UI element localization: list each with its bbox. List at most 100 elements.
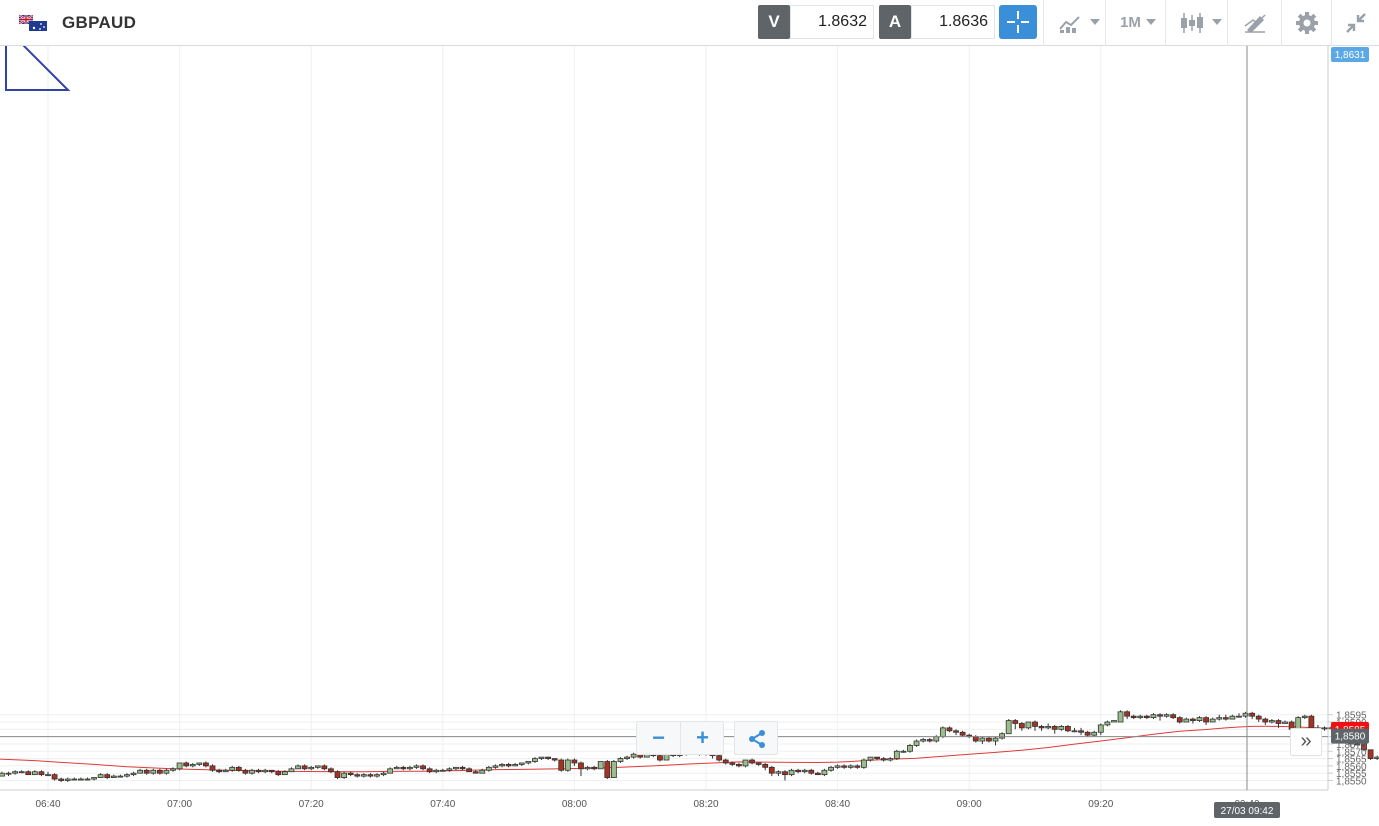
timeframe-menu[interactable]: 1M bbox=[1105, 0, 1165, 46]
candle-down bbox=[1308, 714, 1315, 730]
candles-layer bbox=[0, 710, 1379, 782]
drawing-tools-icon bbox=[1244, 14, 1266, 33]
candle-down bbox=[551, 758, 558, 762]
candle-body bbox=[130, 772, 137, 776]
candle-up bbox=[979, 736, 986, 744]
settings-icon bbox=[1296, 12, 1318, 34]
candle-body bbox=[900, 750, 907, 753]
timeframe-label: 1M bbox=[1120, 14, 1141, 31]
candle-up bbox=[1282, 720, 1288, 724]
crosshair-button[interactable] bbox=[999, 5, 1037, 39]
candle-body bbox=[505, 764, 512, 767]
candle-body bbox=[38, 771, 45, 776]
candle-down bbox=[722, 758, 729, 765]
candle-body bbox=[1196, 717, 1203, 721]
candle-body bbox=[209, 765, 216, 771]
candle-body bbox=[301, 765, 308, 770]
candle-body bbox=[1143, 715, 1150, 719]
candle-body bbox=[775, 771, 782, 774]
candle-style-menu[interactable] bbox=[1165, 0, 1227, 46]
candle-up bbox=[5, 771, 12, 777]
price-chart[interactable]: 1,85501,85551,85601,85651,85701,85751,85… bbox=[0, 46, 1379, 826]
candle-down bbox=[1143, 714, 1150, 720]
candle-body bbox=[986, 737, 992, 742]
crosshair-price-tag: 1,8580 bbox=[1331, 728, 1369, 744]
candle-up bbox=[45, 771, 51, 777]
ask-price[interactable]: 1.8636 bbox=[911, 5, 995, 39]
candle-body bbox=[1097, 724, 1104, 733]
candle-up bbox=[84, 777, 91, 781]
zoom-out-button[interactable]: − bbox=[637, 722, 681, 754]
candle-body bbox=[393, 766, 400, 770]
candle-up bbox=[485, 765, 492, 772]
candle-down bbox=[334, 770, 341, 780]
drawing-tools-button[interactable] bbox=[1227, 0, 1281, 46]
candle-body bbox=[1058, 726, 1065, 730]
candle-body bbox=[926, 739, 933, 742]
candle-up bbox=[308, 765, 315, 771]
candle-up bbox=[453, 766, 459, 771]
candle-body bbox=[0, 772, 5, 777]
candle-up bbox=[262, 768, 269, 774]
top-price-tag-bg bbox=[1331, 47, 1369, 62]
candle-body bbox=[1262, 718, 1269, 723]
candle-up bbox=[788, 768, 795, 777]
share-button[interactable] bbox=[734, 721, 778, 755]
candle-up bbox=[12, 770, 19, 775]
candle-body bbox=[485, 766, 492, 771]
candle-down bbox=[814, 771, 821, 776]
y-tick-label: 1,8550 bbox=[1336, 777, 1367, 788]
candle-up bbox=[222, 768, 229, 773]
candle-up bbox=[150, 768, 157, 775]
y-tick-label: 1,8555 bbox=[1336, 769, 1367, 780]
candle-body bbox=[867, 756, 874, 761]
candle-body bbox=[558, 759, 565, 771]
candle-body bbox=[229, 766, 236, 771]
candle-body bbox=[51, 774, 58, 780]
candle-down bbox=[1157, 713, 1163, 721]
candle-body bbox=[907, 745, 913, 752]
candle-body bbox=[137, 769, 144, 774]
candle-up bbox=[801, 768, 808, 774]
candle-body bbox=[196, 762, 203, 765]
scroll-to-latest-button[interactable]: » bbox=[1290, 728, 1322, 756]
y-tick-label: 1,8565 bbox=[1336, 755, 1367, 766]
bid-price[interactable]: 1.8632 bbox=[790, 5, 874, 39]
candle-body bbox=[953, 730, 959, 733]
candle-body bbox=[1032, 721, 1038, 727]
candle-body bbox=[762, 764, 769, 768]
candle-down bbox=[1190, 717, 1196, 724]
candle-down bbox=[946, 726, 953, 733]
candle-body bbox=[782, 771, 788, 776]
candle-body bbox=[584, 766, 591, 770]
candle-down bbox=[1032, 720, 1038, 731]
candle-up bbox=[137, 768, 144, 774]
candle-down bbox=[558, 758, 565, 772]
candle-up bbox=[380, 771, 387, 777]
candle-up bbox=[1321, 726, 1328, 731]
candle-up bbox=[446, 767, 453, 772]
candle-down bbox=[841, 764, 848, 769]
candle-down bbox=[1084, 730, 1091, 737]
candle-body bbox=[203, 762, 209, 767]
candle-body bbox=[78, 778, 84, 781]
y-tick-label: 1,8595 bbox=[1336, 711, 1367, 722]
zoom-in-button[interactable]: + bbox=[696, 725, 709, 750]
candle-down bbox=[854, 764, 861, 769]
candle-body bbox=[742, 759, 749, 767]
candle-body bbox=[795, 769, 802, 773]
settings-button[interactable] bbox=[1281, 0, 1331, 46]
chart-type-menu[interactable] bbox=[1043, 0, 1105, 46]
collapse-button[interactable] bbox=[1331, 0, 1379, 46]
crosshair-icon bbox=[1007, 11, 1029, 33]
candle-body bbox=[1104, 721, 1111, 726]
candle-body bbox=[45, 774, 51, 777]
candle-body bbox=[492, 765, 499, 768]
candle-down bbox=[782, 770, 788, 781]
candle-body bbox=[288, 768, 295, 773]
ask-label[interactable]: A bbox=[879, 5, 911, 39]
candle-up bbox=[538, 756, 545, 761]
candle-body bbox=[887, 758, 894, 761]
bid-label[interactable]: V bbox=[758, 5, 790, 39]
drawing-triangle[interactable] bbox=[5, 46, 71, 91]
